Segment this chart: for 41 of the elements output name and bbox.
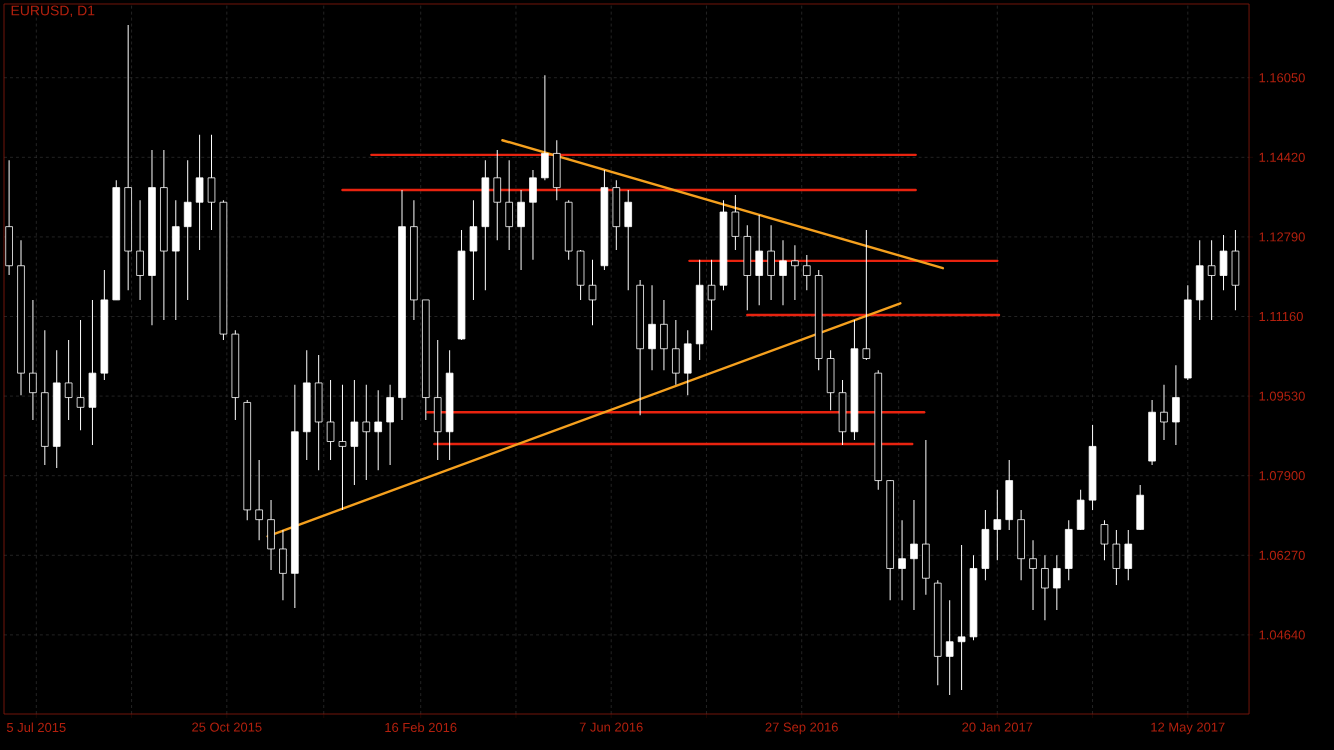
y-tick-label: 1.04640 bbox=[1259, 630, 1305, 640]
x-tick-label: 20 Jan 2017 bbox=[962, 722, 1033, 732]
candlestick bbox=[910, 499, 918, 611]
candlestick bbox=[862, 229, 871, 361]
y-tick-label: 1.12790 bbox=[1259, 232, 1305, 242]
x-tick-label: 27 Sep 2016 bbox=[765, 722, 838, 735]
x-tick-label: 25 Oct 2015 bbox=[192, 722, 262, 732]
candlestick bbox=[326, 379, 335, 461]
x-tick-label: 7 Jun 2016 bbox=[579, 722, 643, 732]
candlestick bbox=[945, 599, 954, 696]
candlestick bbox=[362, 384, 371, 481]
candlestick bbox=[255, 459, 263, 541]
candlestick bbox=[374, 389, 382, 471]
candlestick bbox=[64, 339, 73, 421]
candlestick bbox=[707, 259, 716, 331]
y-tick-label: 1.07900 bbox=[1259, 471, 1305, 481]
y-tick-label: 1.14420 bbox=[1259, 152, 1305, 162]
x-tick-label: 16 Feb 2016 bbox=[385, 722, 457, 733]
candlestick bbox=[898, 519, 906, 601]
y-tick-label: 1.09530 bbox=[1259, 391, 1305, 401]
candlestick bbox=[779, 239, 787, 306]
candlestick bbox=[338, 384, 347, 511]
candlestick bbox=[588, 259, 597, 326]
y-tick-label: 1.11160 bbox=[1259, 311, 1303, 322]
candlestick bbox=[1041, 554, 1049, 621]
candlestick bbox=[1160, 384, 1168, 441]
candlestick bbox=[1207, 239, 1216, 321]
candlestick bbox=[1053, 554, 1061, 611]
candlestick bbox=[1029, 539, 1037, 611]
candlestick bbox=[76, 319, 85, 431]
candlestick bbox=[791, 244, 799, 301]
chart-title: EURUSD, D1 bbox=[11, 5, 95, 18]
y-tick-label: 1.16050 bbox=[1259, 73, 1305, 83]
candlestick bbox=[29, 299, 37, 421]
x-tick-label: 5 Jul 2015 bbox=[6, 722, 66, 733]
y-tick-label: 1.06270 bbox=[1259, 550, 1305, 560]
candlestick bbox=[803, 254, 811, 291]
x-tick-label: 12 May 2017 bbox=[1151, 722, 1225, 735]
candlestick bbox=[957, 544, 966, 691]
candlestick bbox=[993, 489, 1002, 561]
candlestick bbox=[1100, 519, 1109, 561]
